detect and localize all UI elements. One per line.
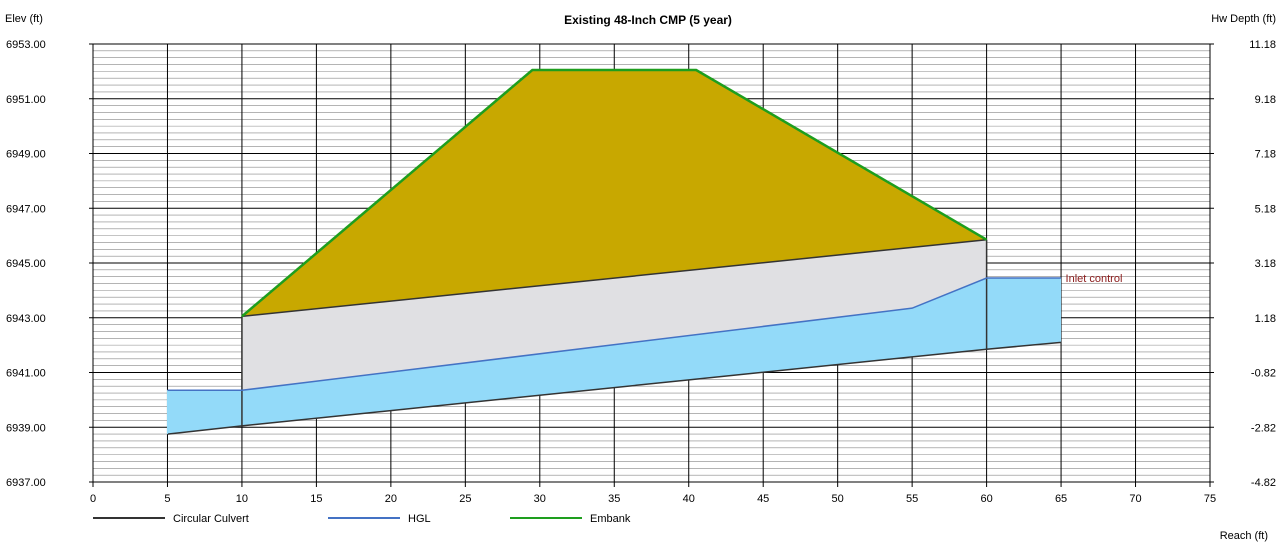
y-right-tick-label: 9.18 (1255, 94, 1276, 106)
y-right-tick-label: -0.82 (1251, 368, 1276, 380)
y-left-tick-label: 6941.00 (6, 368, 46, 380)
x-tick-label: 70 (1129, 493, 1141, 505)
legend-label: Embank (590, 513, 631, 525)
y-left-tick-label: 6953.00 (6, 39, 46, 51)
y-right-tick-label: 7.18 (1255, 149, 1276, 161)
y-right-tick-label: 3.18 (1255, 258, 1276, 270)
profile-lines (166, 68, 1062, 435)
y-left-tick-label: 6949.00 (6, 149, 46, 161)
legend-label: HGL (408, 513, 431, 525)
x-tick-label: 75 (1204, 493, 1216, 505)
y-left-tick-label: 6943.00 (6, 313, 46, 325)
legend: Circular Culvert HGL Embank (93, 513, 631, 525)
y-left-tick-label: 6951.00 (6, 94, 46, 106)
y-left-tick-label: 6947.00 (6, 203, 46, 215)
x-tick-label: 10 (236, 493, 248, 505)
x-axis-label: Reach (ft) (1220, 530, 1268, 542)
x-tick-label: 40 (683, 493, 695, 505)
annotations: Inlet control (1066, 273, 1123, 285)
y-left-tick-label: 6939.00 (6, 422, 46, 434)
y-right-tick-label: 1.18 (1255, 313, 1276, 325)
x-tick-label: 20 (385, 493, 397, 505)
chart-title: Existing 48-Inch CMP (5 year) (564, 13, 732, 27)
hgl-line (167, 277, 1062, 392)
embankment-line (241, 68, 988, 318)
x-tick-label: 0 (90, 493, 96, 505)
x-tick-label: 50 (832, 493, 844, 505)
x-tick-label: 5 (164, 493, 170, 505)
y-left-tick-label: 6937.00 (6, 477, 46, 489)
x-tick-label: 45 (757, 493, 769, 505)
tick-labels: 6937.00 -4.82 6939.00 -2.82 6941.00 -0.82 6943… (6, 39, 1276, 505)
x-tick-label: 60 (980, 493, 992, 505)
y-right-tick-label: 5.18 (1255, 203, 1276, 215)
right-axis-label: Hw Depth (ft) (1211, 13, 1276, 25)
y-right-tick-label: -2.82 (1251, 422, 1276, 434)
y-right-tick-label: 11.18 (1249, 39, 1276, 51)
x-tick-label: 15 (310, 493, 322, 505)
plot-frame (92, 43, 1211, 483)
left-axis-label: Elev (ft) (5, 13, 43, 25)
water-fill (167, 278, 1062, 435)
y-right-tick-label: -4.82 (1251, 477, 1276, 489)
legend-label: Circular Culvert (173, 513, 249, 525)
x-tick-label: 25 (459, 493, 471, 505)
x-tick-label: 65 (1055, 493, 1067, 505)
x-tick-label: 55 (906, 493, 918, 505)
culvert-invert-line (167, 341, 1062, 435)
culvert-crown-line (241, 238, 987, 318)
inlet-control-annotation: Inlet control (1066, 273, 1123, 285)
x-tick-label: 35 (608, 493, 620, 505)
y-left-tick-label: 6945.00 (6, 258, 46, 270)
x-tick-label: 30 (534, 493, 546, 505)
